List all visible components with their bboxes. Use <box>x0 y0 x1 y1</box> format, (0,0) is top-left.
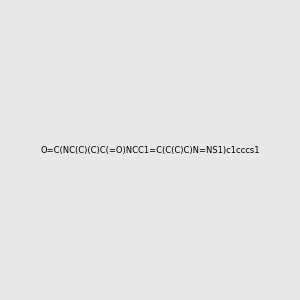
Text: O=C(NC(C)(C)C(=O)NCC1=C(C(C)C)N=NS1)c1cccs1: O=C(NC(C)(C)C(=O)NCC1=C(C(C)C)N=NS1)c1cc… <box>40 146 260 154</box>
